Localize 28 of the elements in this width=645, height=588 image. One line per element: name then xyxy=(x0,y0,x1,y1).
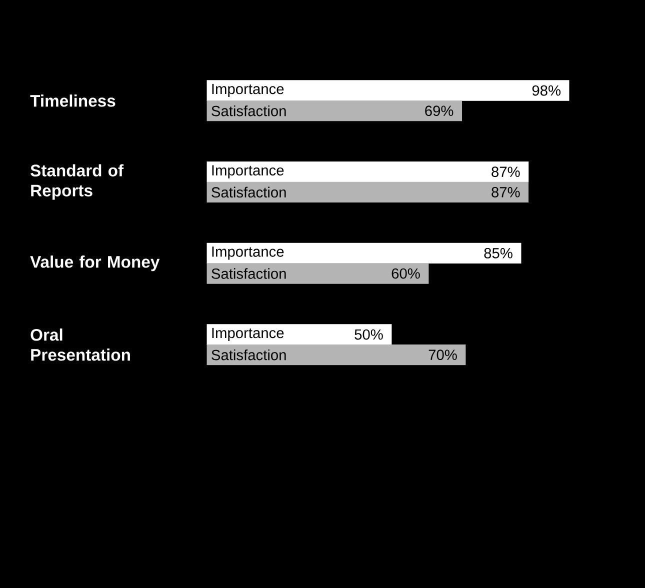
data-label: 60% xyxy=(392,268,420,279)
series-label: Importance xyxy=(212,328,284,342)
y-tick-label: Standard of Reports xyxy=(30,164,124,200)
text: Satisfaction xyxy=(212,268,286,279)
data-label: 98% xyxy=(532,85,561,96)
data-label: 50% xyxy=(354,329,383,340)
text: Importance xyxy=(212,246,284,260)
y-tick-label: Timeliness xyxy=(30,94,116,107)
text: Satisfaction xyxy=(212,186,286,198)
bar xyxy=(206,100,462,122)
bar xyxy=(206,324,392,345)
text: Satisfaction xyxy=(212,349,286,360)
bar xyxy=(206,80,570,101)
y-tick-label: Oral Presentation xyxy=(30,328,130,361)
bar xyxy=(206,242,522,264)
bar xyxy=(206,182,529,202)
text: Importance xyxy=(212,84,284,98)
text: Importance xyxy=(212,165,284,178)
data-label: 87% xyxy=(492,186,520,198)
bar xyxy=(206,344,466,366)
bar xyxy=(206,263,429,284)
series-label: Satisfaction xyxy=(212,105,286,116)
data-label: 87% xyxy=(492,166,520,178)
data-label: 69% xyxy=(425,106,454,116)
data-label: 85% xyxy=(484,248,512,258)
bar xyxy=(206,161,529,182)
data-label: 70% xyxy=(428,350,457,360)
y-tick-label: Value for Money xyxy=(30,256,160,272)
